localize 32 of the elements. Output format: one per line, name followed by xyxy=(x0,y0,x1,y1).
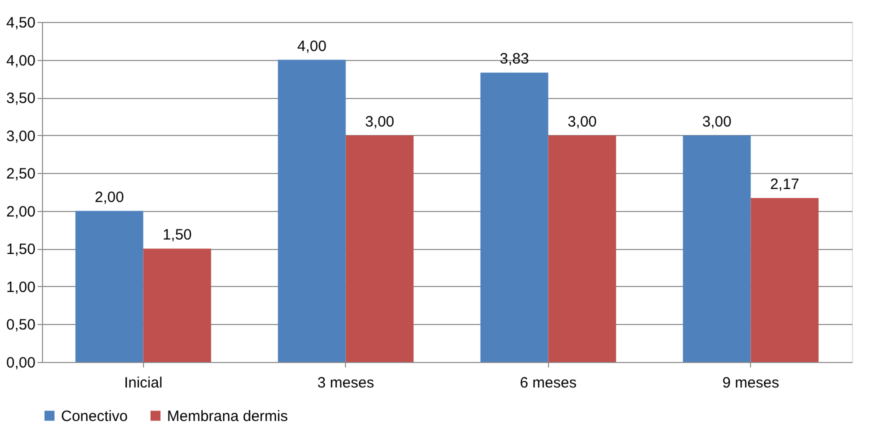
x-tick-label: Inicial xyxy=(124,374,162,392)
y-tick-label: 4,50 xyxy=(6,14,36,32)
bar xyxy=(278,60,346,362)
data-label: 3,00 xyxy=(568,113,597,130)
legend-label: Membrana dermis xyxy=(167,408,288,425)
data-label: 3,00 xyxy=(365,113,394,130)
x-tick-label: 3 meses xyxy=(317,374,374,392)
bar xyxy=(480,72,548,362)
bar xyxy=(143,248,212,362)
data-label: 2,00 xyxy=(94,188,124,206)
bar xyxy=(682,135,751,362)
y-tick-label: 3,00 xyxy=(6,128,36,145)
y-tick-label: 4,00 xyxy=(6,52,36,70)
data-label: 2,17 xyxy=(770,176,800,194)
y-tick-label: 1,00 xyxy=(6,278,36,296)
bar xyxy=(75,210,144,362)
bar xyxy=(750,198,819,362)
x-tick-label: 9 meses xyxy=(722,374,780,392)
y-tick-label: 2,50 xyxy=(6,166,36,183)
x-tick-label: 6 meses xyxy=(520,374,577,392)
bar xyxy=(346,135,414,362)
legend-label: Conectivo xyxy=(61,408,128,425)
y-tick-label: 1,50 xyxy=(6,241,36,258)
y-tick-label: 2,00 xyxy=(6,203,36,220)
data-label: 4,00 xyxy=(297,38,326,55)
y-tick-label: 0,50 xyxy=(6,316,36,334)
data-label: 1,50 xyxy=(162,226,192,244)
data-label: 3,83 xyxy=(500,50,529,68)
y-tick-label: 0,00 xyxy=(6,354,36,372)
y-tick-label: 3,50 xyxy=(6,90,36,108)
bar xyxy=(548,135,616,362)
data-label: 3,00 xyxy=(702,113,732,130)
